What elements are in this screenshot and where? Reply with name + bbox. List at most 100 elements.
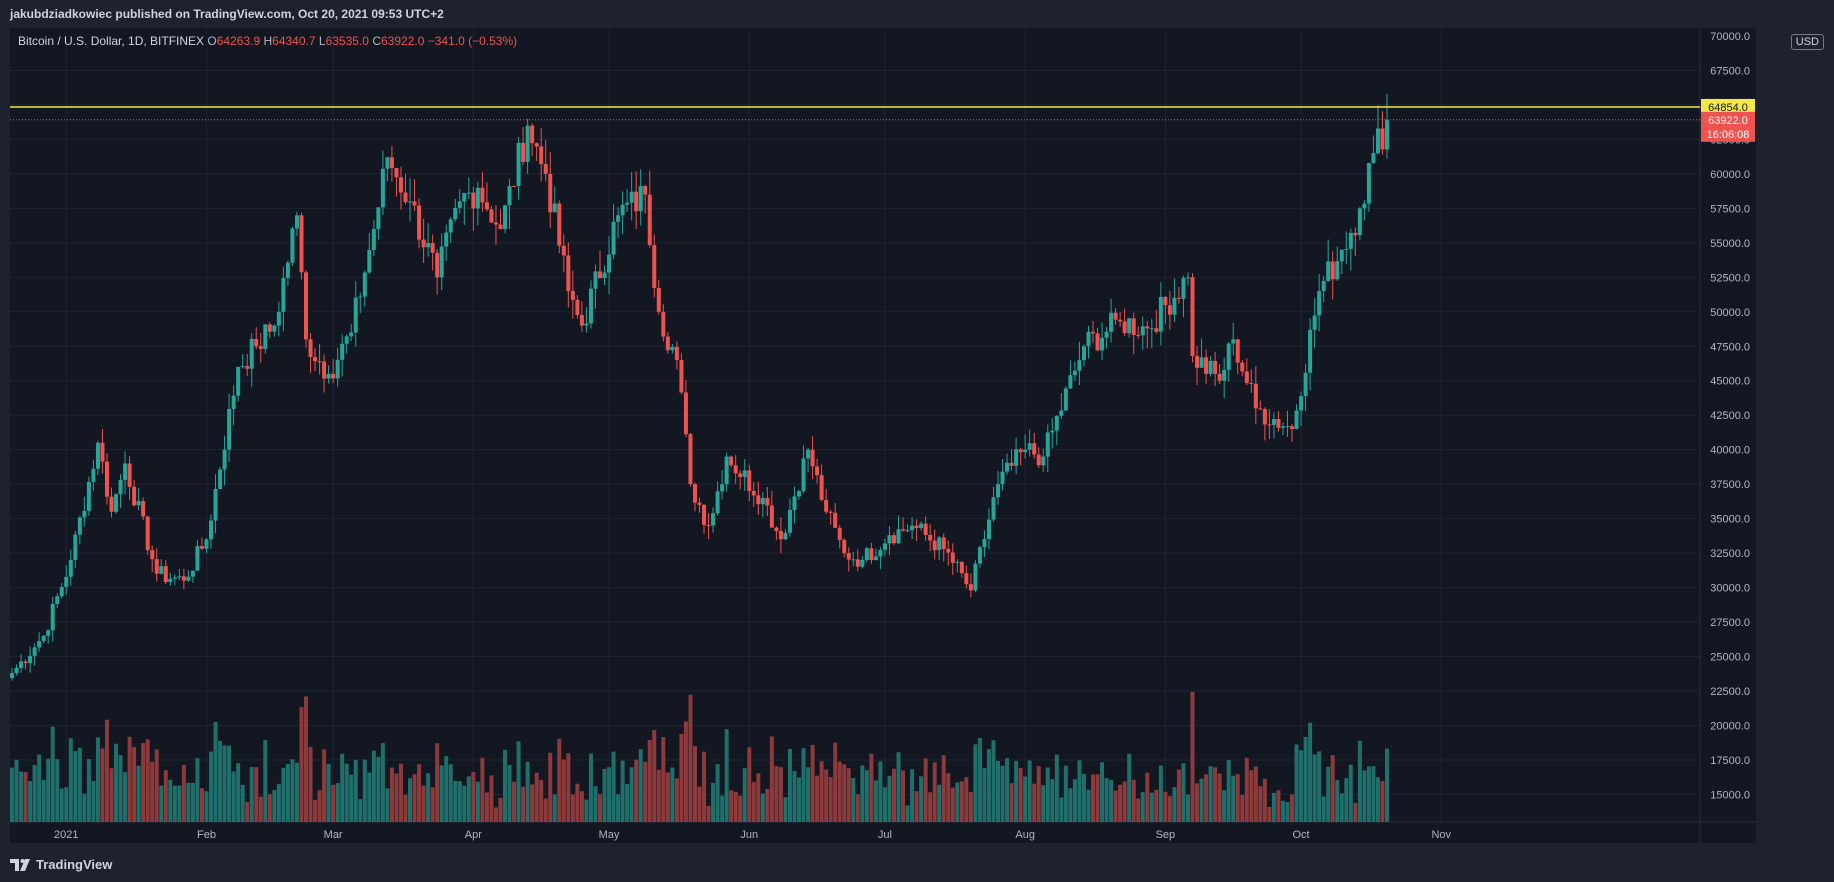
candle-body — [466, 192, 471, 194]
volume-bar — [797, 777, 802, 822]
volume-bar — [154, 749, 159, 822]
change-value: −341.0 (−0.53%) — [427, 34, 518, 48]
candle-body — [457, 201, 462, 208]
volume-bar — [358, 799, 363, 822]
volume-bar — [679, 733, 684, 822]
volume-bar — [77, 747, 82, 822]
volume-bar — [756, 773, 761, 822]
candle-body — [751, 490, 756, 496]
volume-bar — [602, 768, 607, 822]
candle-body — [417, 205, 422, 240]
volume-bar — [254, 767, 259, 822]
volume-bar — [367, 772, 372, 822]
volume-bar — [1271, 792, 1276, 822]
candle-body — [855, 559, 860, 567]
x-tick-label: Feb — [197, 829, 216, 841]
candle-body — [679, 360, 684, 393]
candle-body — [1014, 449, 1019, 466]
candle-body — [1149, 328, 1154, 330]
candle-body — [1267, 424, 1272, 426]
candle-body — [611, 221, 616, 255]
volume-bar — [294, 762, 299, 822]
tradingview-brand[interactable]: TradingView — [10, 857, 112, 872]
volume-bar — [471, 771, 476, 822]
candle-body — [168, 578, 173, 583]
volume-bar — [59, 788, 64, 822]
open-value: 64263.9 — [216, 34, 261, 48]
y-tick-label: 40000.0 — [1710, 445, 1750, 457]
candle-body — [914, 525, 919, 529]
volume-bar — [1262, 778, 1267, 822]
volume-bar — [570, 794, 575, 822]
countdown-label: 16:06:08 — [1707, 129, 1750, 141]
candle-body — [258, 346, 263, 349]
volume-bar — [910, 769, 915, 822]
candle-body — [887, 535, 892, 544]
candle-body — [91, 468, 96, 482]
candle-body — [561, 245, 566, 256]
candle-body — [1104, 331, 1109, 338]
candle-body — [303, 272, 308, 340]
volume-bar — [901, 770, 906, 822]
volume-bar — [213, 721, 218, 822]
candle-body — [41, 635, 46, 642]
candle-body — [480, 187, 485, 203]
volume-bar — [932, 762, 937, 822]
x-tick-label: May — [599, 829, 620, 841]
candle-body — [227, 409, 232, 450]
candle-body — [1312, 315, 1317, 330]
candle-body — [901, 529, 906, 531]
y-tick-label: 60000.0 — [1710, 169, 1750, 181]
candle-body — [1023, 449, 1028, 453]
candle-body — [851, 559, 856, 561]
candle-body — [1357, 208, 1362, 236]
candle-body — [380, 168, 385, 208]
volume-bar — [738, 795, 743, 822]
volume-bar — [1371, 766, 1376, 822]
candle-body — [317, 361, 322, 363]
volume-bar — [1104, 778, 1109, 822]
volume-bar — [32, 764, 37, 822]
candle-body — [1335, 261, 1340, 280]
volume-bar — [1326, 766, 1331, 822]
volume-bar — [1045, 767, 1050, 822]
candle-body — [846, 553, 851, 560]
candle-body — [1122, 321, 1127, 334]
x-tick-label: Sep — [1156, 829, 1176, 841]
volume-bar — [313, 799, 318, 822]
candle-body — [521, 142, 526, 162]
volume-bar — [742, 768, 747, 822]
candle-body — [1249, 383, 1254, 385]
volume-bar — [73, 751, 78, 822]
volume-bar — [561, 759, 566, 822]
candle-body — [1231, 339, 1236, 344]
candle-body — [367, 249, 372, 273]
price-chart[interactable]: 15000.0 17500.0 20000.0 22500.0 25000.0 27500… — [10, 28, 1756, 843]
candle-body — [769, 505, 774, 528]
candle-body — [977, 547, 982, 564]
candle-body — [389, 157, 394, 169]
volume-bar — [539, 779, 544, 822]
candle-body — [652, 245, 657, 288]
y-tick-label: 25000.0 — [1710, 652, 1750, 664]
y-tick-label: 17500.0 — [1710, 755, 1750, 767]
y-tick-label: 67500.0 — [1710, 65, 1750, 77]
candle-body — [1317, 291, 1322, 316]
candle-body — [299, 215, 304, 273]
candle-body — [1131, 318, 1136, 335]
volume-bar — [1118, 784, 1123, 822]
chart-area[interactable]: 15000.0 17500.0 20000.0 22500.0 25000.0 27500… — [10, 28, 1756, 843]
candle-body — [1303, 372, 1308, 397]
y-tick-label: 15000.0 — [1710, 789, 1750, 801]
candle-body — [326, 373, 331, 379]
volume-bar — [1321, 796, 1326, 822]
candle-body — [1127, 318, 1132, 334]
volume-bar — [1131, 779, 1136, 822]
candle-body — [1036, 454, 1041, 466]
candle-body — [1005, 462, 1010, 472]
volume-bar — [1285, 802, 1290, 822]
volume-bar — [1145, 772, 1150, 822]
candle-body — [711, 513, 716, 526]
volume-bar — [833, 742, 838, 822]
currency-button[interactable]: USD — [1790, 34, 1824, 50]
